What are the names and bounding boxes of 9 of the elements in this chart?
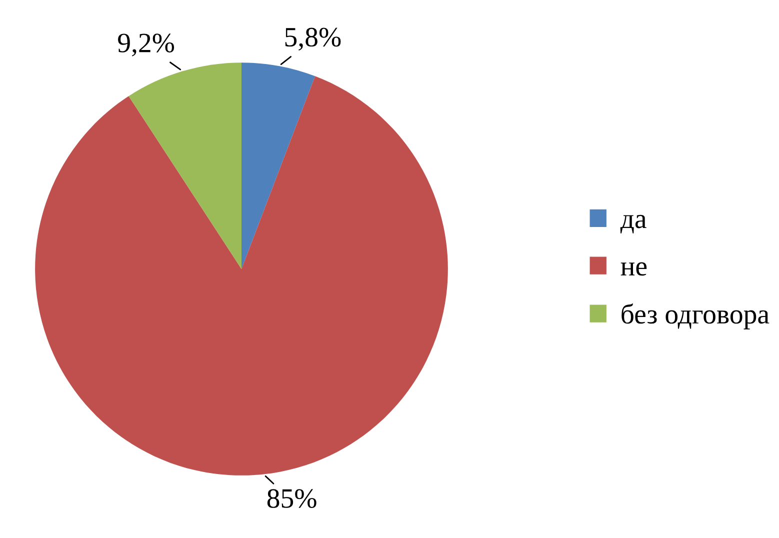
data-label: 5,8% bbox=[285, 28, 341, 51]
legend-label: без одговора bbox=[622, 304, 770, 330]
pie-slice bbox=[35, 76, 448, 476]
data-label: 9,2% bbox=[118, 34, 174, 56]
legend-label: не bbox=[620, 262, 647, 276]
pie-slice bbox=[241, 62, 316, 269]
pie-slice bbox=[128, 62, 242, 269]
data-label: 85% bbox=[267, 489, 316, 508]
legend-label: да bbox=[620, 214, 646, 234]
